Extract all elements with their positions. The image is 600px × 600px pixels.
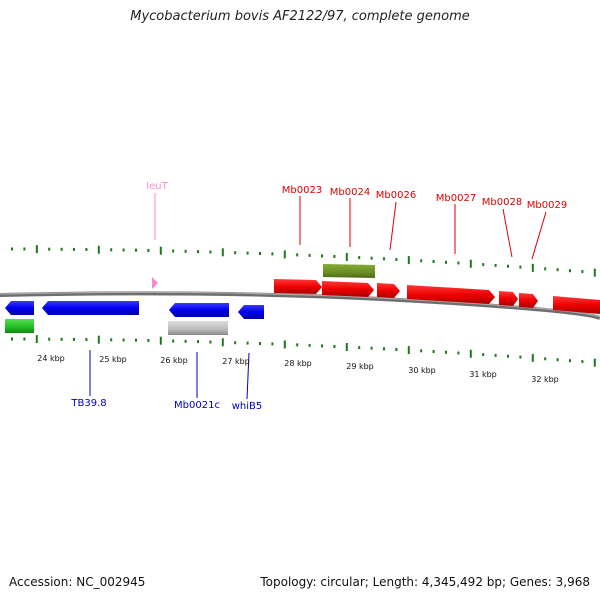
gene-feature[interactable] [323, 264, 375, 278]
genome-summary-text: Topology: circular; Length: 4,345,492 bp… [260, 575, 590, 589]
scale-label: 26 kbp [160, 356, 188, 365]
gene-feature[interactable] [169, 303, 229, 317]
scale-label: 30 kbp [408, 366, 436, 375]
gene-feature[interactable] [238, 305, 264, 319]
scale-label: 29 kbp [346, 362, 374, 371]
gene-label-mb0027[interactable]: Mb0027 [436, 193, 476, 204]
gene-feature[interactable] [519, 293, 538, 308]
gene-feature[interactable] [499, 291, 518, 306]
outer-tick-ring [11, 245, 596, 277]
gene-feature[interactable] [377, 283, 400, 298]
accession-text: Accession: NC_002945 [9, 575, 146, 589]
scale-label: 31 kbp [469, 370, 497, 379]
gene-label-mb0023[interactable]: Mb0023 [282, 185, 322, 196]
gene-feature[interactable] [274, 279, 322, 294]
reverse-strand-genes [5, 301, 264, 335]
genome-backbone [0, 291, 600, 320]
gene-label-leuT[interactable]: leuT [146, 181, 168, 192]
gene-label-mb0028[interactable]: Mb0028 [482, 197, 522, 208]
gene-feature[interactable] [168, 321, 228, 335]
scale-label: 32 kbp [531, 375, 559, 384]
gene-feature[interactable] [553, 296, 600, 314]
page-title: Mycobacterium bovis AF2122/97, complete … [130, 9, 470, 24]
gene-feature[interactable] [5, 319, 34, 333]
gene-label-mb0029[interactable]: Mb0029 [527, 200, 567, 211]
label-leaders [89, 193, 547, 400]
gene-feature[interactable] [5, 301, 34, 315]
scale-label: 25 kbp [99, 355, 127, 364]
scale-label: 24 kbp [37, 354, 65, 363]
scale-label: 28 kbp [284, 359, 312, 368]
inner-tick-ring [11, 335, 596, 367]
forward-strand-genes [152, 264, 600, 314]
gene-label-mb0024[interactable]: Mb0024 [330, 187, 370, 198]
gene-feature[interactable] [42, 301, 139, 315]
gene-feature[interactable] [407, 285, 495, 304]
gene-label-whib5[interactable]: whiB5 [232, 401, 263, 412]
scale-labels: 24 kbp 25 kbp 26 kbp 27 kbp 28 kbp 29 kb… [37, 354, 559, 384]
gene-feature[interactable] [322, 281, 374, 297]
gene-label-mb0021c[interactable]: Mb0021c [174, 400, 220, 411]
gene-label-tb39-8[interactable]: TB39.8 [70, 398, 106, 409]
scale-label: 27 kbp [222, 357, 250, 366]
gene-label-mb0026[interactable]: Mb0026 [376, 190, 416, 201]
trna-feature[interactable] [152, 277, 158, 289]
gene-labels: leuT Mb0023 Mb0024 Mb0026 Mb0027 Mb0028 … [70, 181, 567, 412]
